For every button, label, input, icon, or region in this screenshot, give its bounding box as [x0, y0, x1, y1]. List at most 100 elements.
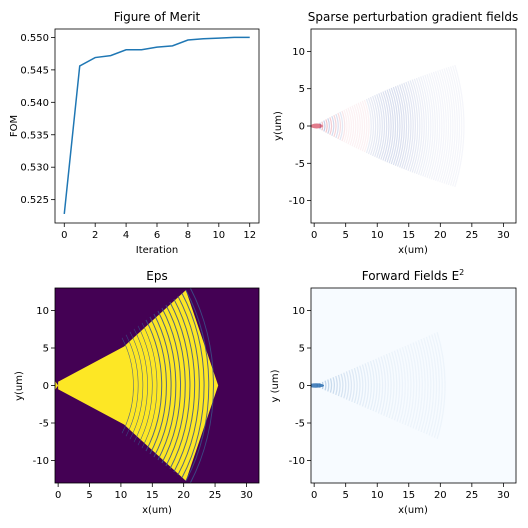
gradient-field-arc	[367, 97, 374, 155]
forward-field-arc	[383, 355, 389, 416]
forward-field-arc	[367, 362, 372, 409]
eps-grating-ring	[181, 292, 205, 479]
fom-series-line	[63, 36, 250, 214]
gradient-field-arc	[355, 103, 361, 149]
forward-xtick-label: 0	[311, 490, 317, 501]
gradient-axes: 0 5 10 15 20 25 30 10 5 0 -5 -10	[289, 47, 510, 241]
gradient-field-arc	[347, 107, 352, 145]
forward-xtick-label: 10	[371, 490, 384, 501]
gradient-field-arc	[420, 76, 430, 176]
forward-field-arc	[353, 367, 358, 404]
gradient-field-arc	[331, 115, 335, 137]
eps-xlabel: x(um)	[142, 505, 172, 516]
forward-plot-area	[311, 288, 516, 483]
eps-waveguide-wedge	[55, 290, 219, 481]
eps-xtick-label: 20	[177, 490, 190, 501]
gradient-field-arc	[401, 83, 410, 169]
forward-field-image	[311, 331, 446, 440]
fom-ytick-label: 0.540	[20, 98, 49, 109]
eps-xtick-label: 0	[55, 490, 61, 501]
gradient-field-arc	[337, 112, 341, 140]
forward-title: Forward Fields E2	[362, 268, 465, 283]
gradient-field-arc	[370, 96, 377, 156]
gradient-field-arc	[341, 110, 346, 142]
forward-title-text: Forward Fields E	[362, 269, 459, 283]
forward-field-arc	[351, 368, 355, 403]
eps-grating-ring	[149, 316, 167, 455]
forward-field-arc	[329, 378, 333, 393]
fom-xtick-label: 12	[243, 230, 256, 241]
gradient-xtick-label: 25	[465, 230, 478, 241]
fom-xtick-label: 6	[154, 230, 160, 241]
forward-field-arc	[404, 345, 412, 426]
forward-field-arc	[393, 350, 401, 421]
forward-ytick-label: 10	[292, 306, 305, 317]
gradient-field-arc	[376, 94, 383, 158]
forward-field-arc	[375, 358, 381, 413]
gradient-xtick-label: 20	[434, 230, 447, 241]
gradient-field-arc	[411, 79, 421, 173]
gradient-field-arc	[386, 89, 394, 163]
gradient-ytick-label: 0	[299, 122, 305, 133]
gradient-panel: Sparse perturbation gradient fields 0 5 10…	[273, 10, 518, 256]
eps-grating-ring	[189, 288, 214, 483]
gradient-field-arc	[449, 66, 461, 186]
eps-xtick-label: 15	[146, 490, 159, 501]
forward-field-arc	[372, 359, 378, 412]
forward-field-arc	[433, 333, 443, 438]
gradient-field-arc	[384, 90, 392, 162]
forward-field-arc	[388, 352, 395, 419]
gradient-xtick-label: 0	[311, 230, 317, 241]
forward-field-arc	[396, 349, 404, 422]
eps-ytick-label: 5	[43, 344, 49, 355]
eps-ytick-label: -10	[33, 456, 49, 467]
forward-field-arc	[364, 363, 369, 408]
gradient-field-arc	[390, 87, 399, 165]
forward-ytick-label: 5	[299, 344, 305, 355]
gradient-field-arc	[441, 68, 452, 184]
gradient-field-arc	[378, 93, 386, 159]
eps-axes: 0 5 10 15 20 25 30 10 5 0 -5 -10	[33, 306, 253, 501]
eps-ylabel: y(um)	[14, 371, 25, 401]
gradient-field-arc	[396, 85, 405, 167]
forward-field-arc	[399, 348, 406, 423]
gradient-field-arc	[413, 78, 423, 174]
gradient-source-hotspot	[311, 123, 323, 129]
forward-ytick-label: -10	[289, 456, 305, 467]
fom-ytick-label: 0.535	[20, 130, 49, 141]
forward-field-arc	[332, 377, 335, 394]
eps-xtick-label: 5	[86, 490, 92, 501]
gradient-ylabel: y(um)	[273, 111, 284, 141]
fom-plot-area	[55, 29, 259, 223]
fom-xtick-label: 10	[212, 230, 225, 241]
forward-ylabel: y (um)	[270, 369, 281, 402]
gradient-xtick-label: 30	[497, 230, 510, 241]
forward-field-arc	[420, 338, 429, 433]
gradient-field-arc	[452, 65, 463, 187]
forward-ytick-label: -5	[295, 419, 305, 430]
gradient-field-arc	[353, 104, 359, 148]
gradient-field-arc	[422, 75, 432, 177]
forward-field-arc	[359, 365, 364, 406]
eps-panel: Eps 0 5 10 15 20 25 30 10 5 0 -5 -10 x(um) y(um)	[14, 269, 260, 516]
eps-ytick-label: -5	[39, 419, 49, 430]
fom-xlabel: Iteration	[136, 245, 178, 256]
forward-field-arc	[423, 337, 432, 434]
gradient-field-arc	[443, 68, 454, 184]
gradient-field-arc	[392, 86, 401, 166]
forward-xtick-label: 30	[497, 490, 510, 501]
gradient-xlabel: x(um)	[398, 245, 428, 256]
gradient-field-arc	[426, 74, 436, 178]
gradient-field-arc	[407, 81, 416, 171]
fom-series-line-group	[63, 36, 250, 214]
gradient-field-arc	[357, 102, 364, 150]
eps-grating-ring	[161, 307, 181, 464]
forward-field-arc	[324, 380, 327, 391]
forward-xtick-label: 20	[434, 490, 447, 501]
forward-field-arc	[337, 374, 341, 397]
forward-panel: Forward Fields E2 0 5 10 15 20 25 301050-5-10 …	[270, 268, 517, 516]
fom-panel: Figure of Merit 0 2 4 6 8 10 12 0.525 0.530 0.535…	[9, 10, 260, 256]
gradient-field-arc	[388, 88, 397, 164]
gradient-field-arc	[380, 92, 388, 160]
fom-ytick-label: 0.550	[20, 33, 49, 44]
